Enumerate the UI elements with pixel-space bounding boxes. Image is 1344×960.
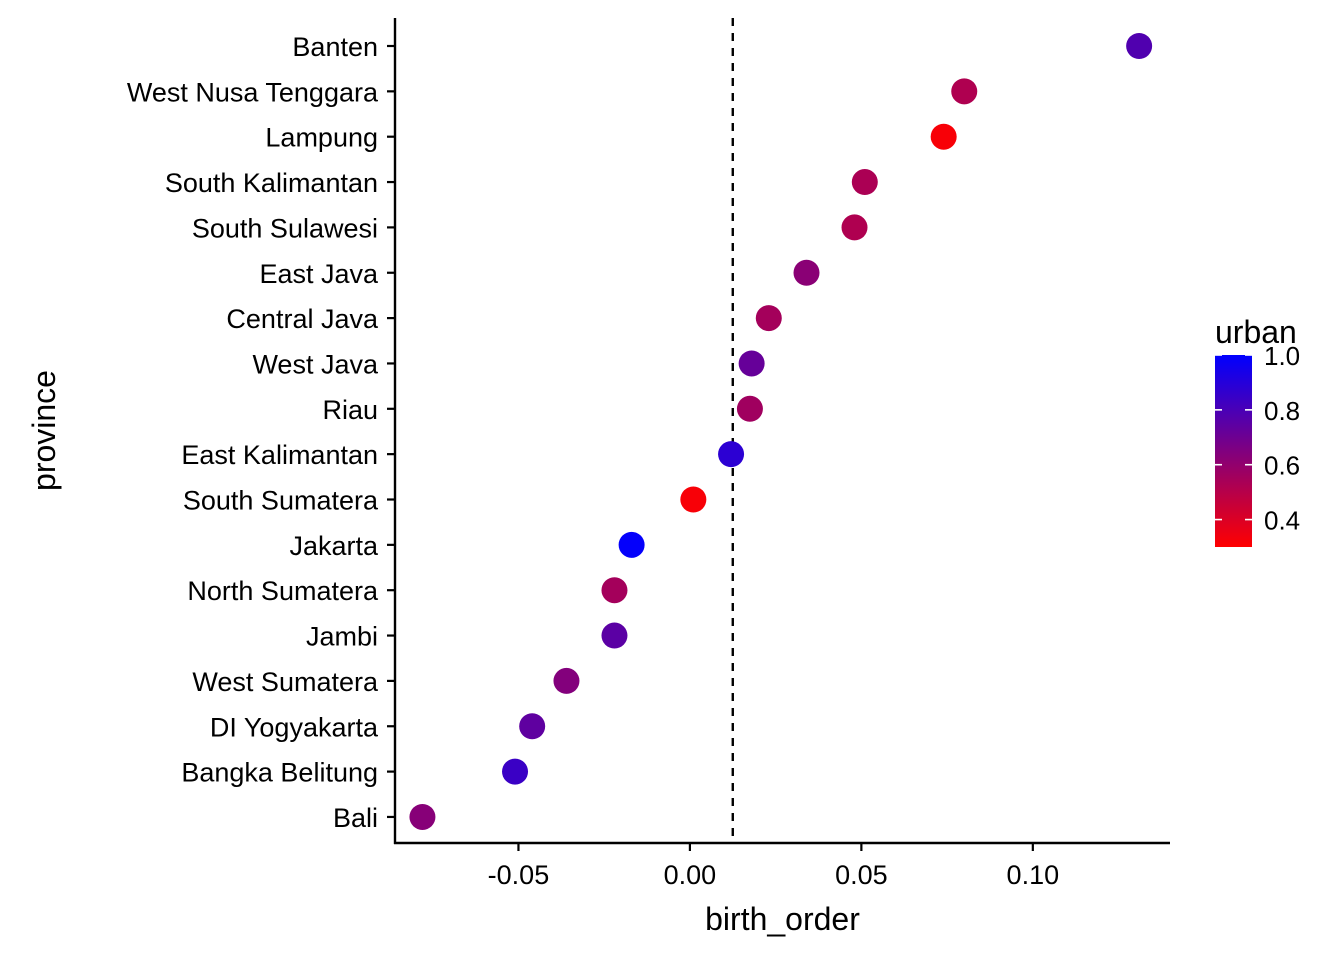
data-point (930, 123, 957, 150)
y-tick-label: North Sumatera (187, 576, 379, 606)
legend-tick-label: 1.0 (1264, 341, 1300, 371)
y-tick-label: East Kalimantan (181, 440, 378, 470)
data-point (618, 531, 645, 558)
y-tick-label: South Sulawesi (192, 213, 378, 243)
data-point (951, 78, 978, 105)
y-tick-label: West Java (252, 349, 379, 379)
y-axis-title: province (26, 370, 62, 491)
data-point (409, 803, 436, 830)
x-tick-label: 0.05 (835, 860, 888, 890)
data-point (755, 305, 782, 332)
data-point (601, 577, 628, 604)
y-tick-label: DI Yogyakarta (210, 712, 379, 742)
y-axis-ticks: Banten West Nusa Tenggara Lampung South Kal… (127, 32, 395, 833)
data-point (502, 758, 529, 785)
y-tick-label: East Java (259, 259, 379, 289)
data-points (409, 33, 1153, 830)
data-point (519, 713, 546, 740)
y-tick-label: Bangka Belitung (181, 758, 378, 788)
y-tick-label: South Sumatera (183, 486, 379, 516)
data-point (1126, 33, 1153, 59)
legend-tick-label: 0.4 (1264, 506, 1300, 536)
data-point (851, 169, 878, 196)
x-tick-label: 0.00 (664, 860, 717, 890)
color-legend: urban 0.4 0.6 0.8 1.0 (1215, 314, 1300, 547)
data-point (793, 259, 820, 286)
data-point (736, 395, 763, 422)
data-point (738, 350, 765, 377)
x-axis-ticks: -0.05 0.00 0.05 0.10 (488, 843, 1059, 890)
x-tick-label: -0.05 (488, 860, 550, 890)
axes (393, 18, 1170, 845)
legend-tick-label: 0.6 (1264, 451, 1300, 481)
data-point (553, 667, 580, 694)
y-tick-label: Jakarta (289, 531, 379, 561)
legend-tick-label: 0.8 (1264, 396, 1300, 426)
data-point (601, 622, 628, 649)
y-tick-label: Banten (292, 32, 378, 62)
legend-colorbar (1215, 355, 1252, 547)
y-tick-label: West Sumatera (192, 667, 379, 697)
y-tick-label: Bali (333, 803, 378, 833)
legend-title: urban (1215, 314, 1297, 350)
data-point (680, 486, 707, 513)
y-tick-label: Jambi (306, 622, 378, 652)
y-tick-label: Lampung (265, 123, 378, 153)
data-point (841, 214, 868, 241)
data-point (718, 441, 745, 468)
y-tick-label: West Nusa Tenggara (127, 77, 379, 107)
x-axis-title: birth_order (705, 901, 860, 937)
x-tick-label: 0.10 (1007, 860, 1060, 890)
y-tick-label: South Kalimantan (165, 168, 378, 198)
y-tick-label: Central Java (226, 304, 379, 334)
y-tick-label: Riau (322, 395, 378, 425)
